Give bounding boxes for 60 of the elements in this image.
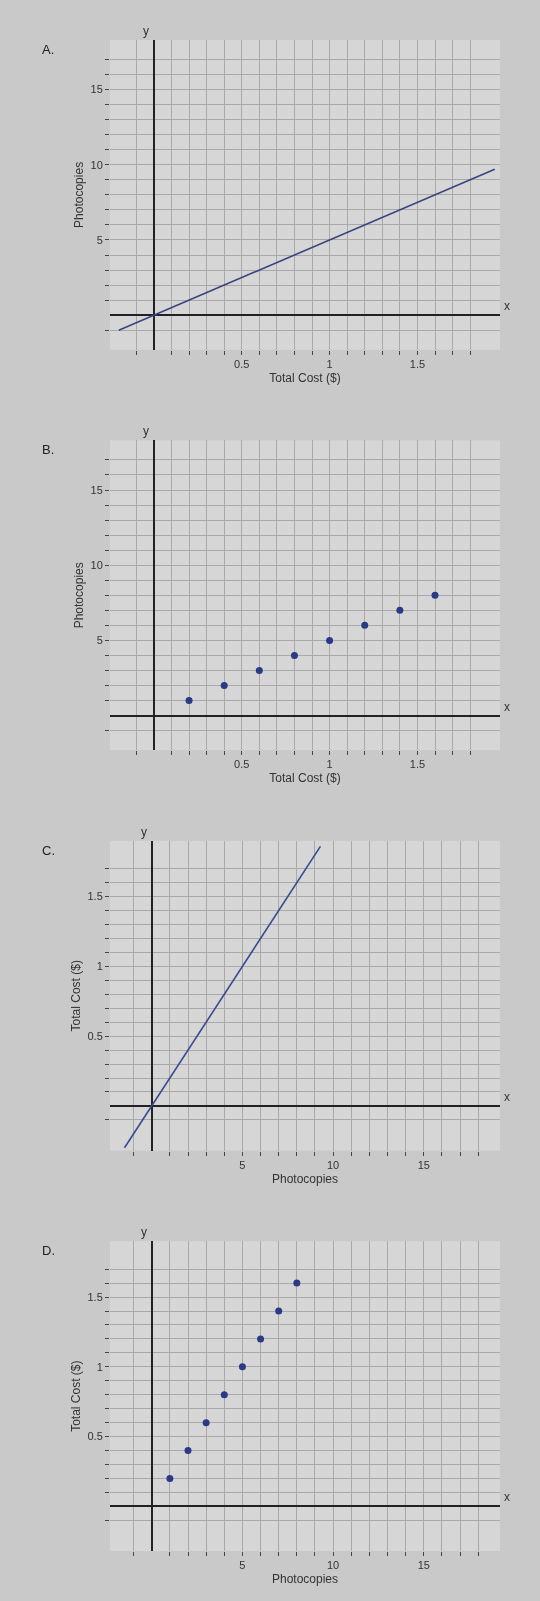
- point: [220, 1391, 228, 1399]
- x-tick-label: 0.5: [234, 357, 250, 370]
- x-tick-label: 5: [239, 1158, 246, 1171]
- y-axis-title: Photocopies: [71, 161, 86, 228]
- x-axis-title: Total Cost ($): [269, 771, 341, 786]
- y-tick-label: 1: [96, 960, 103, 973]
- y-tick-label: 10: [90, 559, 103, 572]
- x-tick-label: 5: [239, 1559, 246, 1572]
- chart-title: D.: [42, 1243, 55, 1258]
- chart-title: C.: [42, 843, 55, 858]
- x-tick-label: 1: [326, 357, 333, 370]
- point: [255, 666, 263, 674]
- point: [257, 1335, 265, 1343]
- x-tick-label: 1.5: [409, 357, 426, 370]
- point: [166, 1474, 174, 1482]
- y-tick-label: 1.5: [87, 1290, 103, 1303]
- text: x: [504, 1490, 510, 1504]
- point: [293, 1279, 301, 1287]
- text: y: [141, 825, 147, 839]
- point: [184, 1447, 192, 1455]
- x-axis-title: Photocopies: [271, 1572, 339, 1587]
- x-tick-label: 1: [326, 758, 333, 771]
- y-axis-title: Total Cost ($): [68, 1360, 83, 1432]
- point: [396, 606, 404, 614]
- text: x: [504, 700, 510, 714]
- point: [220, 682, 228, 690]
- y-tick-label: 1.5: [87, 890, 103, 903]
- y-tick-label: 15: [90, 83, 103, 96]
- point: [275, 1307, 283, 1315]
- chart-title: A.: [42, 42, 55, 57]
- y-tick-label: 5: [96, 233, 103, 246]
- point: [185, 697, 193, 705]
- point: [290, 651, 298, 659]
- x-tick-label: 15: [417, 1158, 430, 1171]
- text: x: [504, 1090, 510, 1104]
- x-axis-title: Total Cost ($): [269, 370, 341, 385]
- y-tick-label: 5: [96, 634, 103, 647]
- point: [202, 1419, 210, 1427]
- y-tick-label: 10: [90, 158, 103, 171]
- x-tick-label: 0.5: [234, 758, 250, 771]
- y-axis-title: Total Cost ($): [68, 960, 83, 1032]
- x-tick-label: 10: [326, 1158, 340, 1171]
- point: [431, 591, 439, 599]
- y-tick-label: 1: [96, 1360, 103, 1373]
- y-tick-label: 0.5: [87, 1430, 103, 1443]
- x-tick-label: 15: [417, 1559, 430, 1572]
- x-axis-title: Photocopies: [271, 1171, 339, 1186]
- y-tick-label: 15: [90, 483, 103, 496]
- text: y: [143, 424, 149, 438]
- text: y: [141, 1225, 147, 1239]
- y-tick-label: 0.5: [87, 1030, 103, 1043]
- x-tick-label: 1.5: [409, 758, 426, 771]
- y-axis-title: Photocopies: [71, 562, 86, 629]
- point: [238, 1363, 246, 1371]
- text: y: [143, 24, 149, 38]
- x-tick-label: 10: [326, 1559, 340, 1572]
- chart-title: B.: [42, 442, 55, 457]
- point: [326, 636, 334, 644]
- text: x: [504, 299, 510, 313]
- point: [361, 621, 369, 629]
